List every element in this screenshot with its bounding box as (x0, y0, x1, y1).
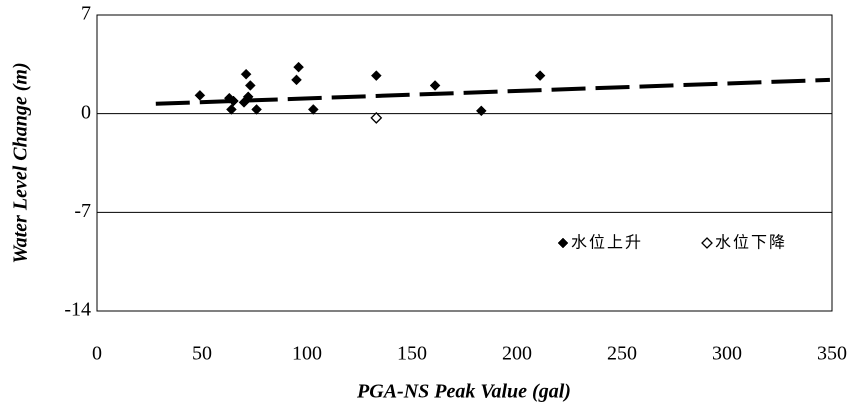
legend-label: 水位下降 (715, 234, 787, 252)
x-tick-label: 300 (712, 343, 742, 365)
chart: PGA-NS Peak Value (gal) Water Level Chan… (0, 0, 862, 414)
y-tick-label: -14 (64, 299, 91, 321)
x-tick-label: 200 (502, 343, 532, 365)
x-tick-label: 100 (292, 343, 322, 365)
point (371, 71, 381, 81)
point (476, 106, 486, 116)
x-tick-label: 150 (397, 343, 427, 365)
point (241, 69, 251, 79)
x-axis-label: PGA-NS Peak Value (gal) (356, 381, 571, 403)
legend-marker (702, 238, 712, 248)
legend-marker (558, 238, 568, 248)
y-tick-label: 7 (81, 3, 91, 25)
x-tick-label: 350 (817, 343, 847, 365)
point (245, 80, 255, 90)
point (430, 80, 440, 90)
point (226, 104, 236, 114)
point (195, 90, 205, 100)
point (292, 75, 302, 85)
trend-line (156, 80, 830, 104)
y-tick-label: -7 (74, 200, 91, 222)
x-tick-label: 50 (192, 343, 212, 365)
point (294, 62, 304, 72)
x-tick-label: 0 (92, 343, 102, 365)
plot-area (97, 15, 832, 311)
x-tick-label: 250 (607, 343, 637, 365)
y-tick-label: 0 (81, 101, 91, 123)
point (371, 113, 381, 123)
point (252, 104, 262, 114)
point (308, 104, 318, 114)
y-axis-label: Water Level Change (m) (10, 62, 32, 263)
legend-label: 水位上升 (571, 234, 643, 252)
point (535, 71, 545, 81)
